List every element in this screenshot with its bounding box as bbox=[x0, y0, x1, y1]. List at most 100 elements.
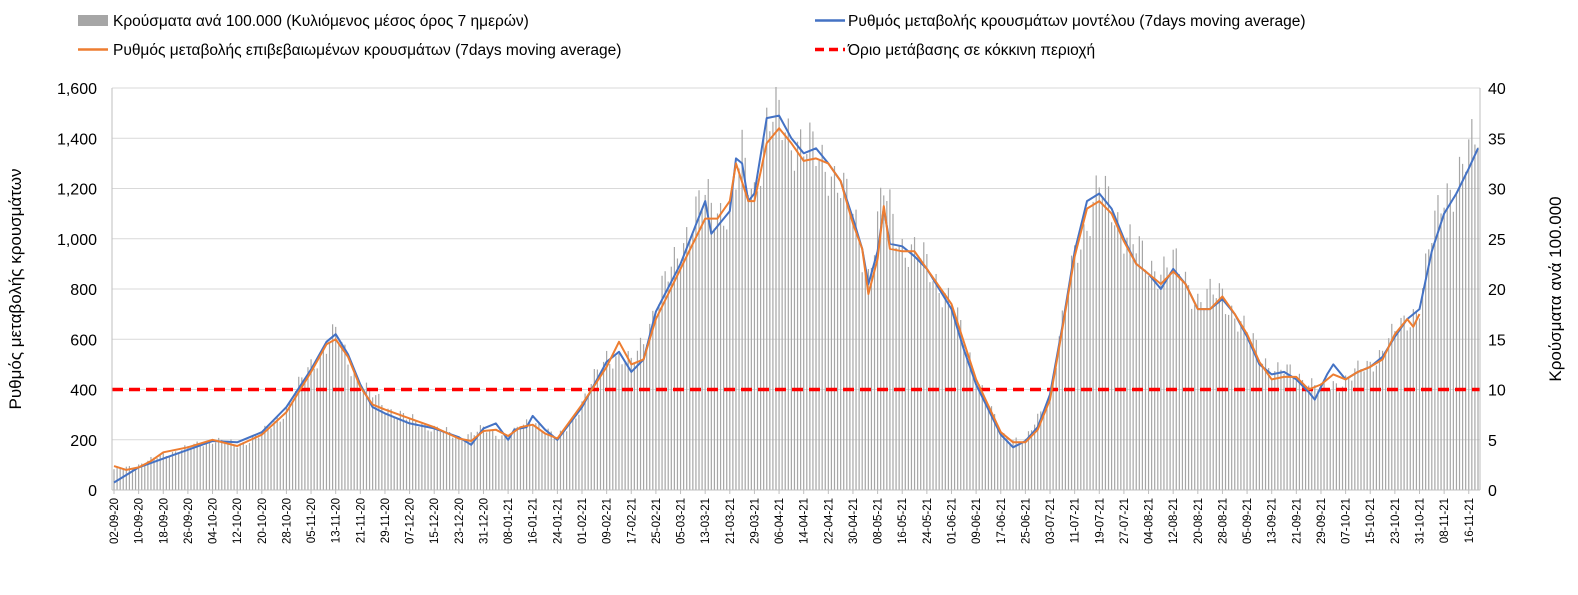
bar bbox=[1234, 318, 1236, 490]
bar bbox=[513, 427, 515, 490]
bar bbox=[880, 187, 882, 491]
bar bbox=[372, 397, 374, 490]
bar bbox=[273, 421, 275, 490]
bar bbox=[519, 429, 522, 490]
bar bbox=[769, 131, 771, 491]
bar bbox=[864, 269, 866, 490]
bar bbox=[1280, 369, 1282, 490]
bar bbox=[800, 129, 802, 490]
bar bbox=[781, 140, 783, 491]
bar bbox=[1046, 404, 1048, 490]
x-tick-label: 11-07-21 bbox=[1070, 498, 1082, 543]
bar bbox=[1308, 385, 1310, 490]
x-tick-label: 21-11-20 bbox=[355, 498, 367, 543]
bar bbox=[362, 390, 364, 490]
x-tick-label: 02-09-20 bbox=[109, 498, 121, 544]
bar bbox=[270, 428, 272, 490]
bar bbox=[230, 439, 232, 490]
y-tick-right: 40 bbox=[1488, 81, 1506, 98]
bar bbox=[171, 451, 174, 490]
bar bbox=[245, 445, 247, 490]
bar bbox=[683, 243, 685, 490]
x-tick-label: 23-10-21 bbox=[1390, 498, 1402, 544]
bar bbox=[473, 435, 475, 490]
bar bbox=[1218, 283, 1220, 490]
bar bbox=[972, 369, 974, 490]
bar bbox=[319, 352, 321, 490]
bar bbox=[969, 352, 971, 490]
bar bbox=[1228, 314, 1230, 490]
bar bbox=[1126, 237, 1128, 490]
x-tick-label: 31-12-20 bbox=[479, 498, 491, 544]
bar bbox=[227, 440, 229, 490]
bar bbox=[1154, 271, 1156, 490]
bar bbox=[978, 384, 980, 490]
bar bbox=[1474, 144, 1476, 490]
legend-label-confirmed: Ρυθμός μεταβολής επιβεβαιωμένων κρουσμάτ… bbox=[113, 42, 621, 59]
bar bbox=[606, 350, 608, 490]
bar bbox=[504, 434, 506, 490]
y-tick-left: 400 bbox=[70, 383, 97, 400]
bar bbox=[1255, 339, 1257, 490]
x-tick-label: 23-12-20 bbox=[454, 498, 466, 544]
bar bbox=[470, 432, 472, 490]
y-tick-left: 800 bbox=[70, 282, 97, 299]
bar bbox=[1144, 269, 1147, 490]
x-tick-label: 20-08-21 bbox=[1193, 498, 1205, 544]
bar bbox=[1375, 365, 1377, 490]
bar bbox=[756, 191, 759, 490]
bar bbox=[1191, 308, 1193, 490]
bar bbox=[1268, 368, 1270, 490]
bar bbox=[510, 435, 512, 490]
bar bbox=[1237, 331, 1239, 490]
x-tick-label: 26-09-20 bbox=[183, 498, 195, 544]
bar bbox=[729, 200, 731, 491]
bar bbox=[1194, 304, 1196, 490]
bar bbox=[1052, 380, 1054, 490]
y-tick-right: 0 bbox=[1488, 483, 1497, 500]
bar bbox=[621, 364, 623, 490]
bar bbox=[707, 179, 709, 490]
bar bbox=[984, 398, 986, 490]
bar bbox=[1098, 187, 1100, 490]
bar bbox=[344, 344, 346, 490]
bar bbox=[1283, 373, 1285, 490]
lines-group bbox=[113, 114, 1479, 484]
bar bbox=[1215, 298, 1217, 490]
bar bbox=[926, 254, 928, 490]
confirmed-line bbox=[113, 127, 1421, 471]
x-tick-label: 29-03-21 bbox=[749, 498, 761, 544]
bar bbox=[670, 266, 672, 490]
bar bbox=[1425, 253, 1427, 490]
bar bbox=[1187, 285, 1190, 490]
bar bbox=[134, 467, 137, 490]
x-tick-label: 28-08-21 bbox=[1217, 498, 1229, 544]
bar bbox=[384, 412, 386, 490]
bar bbox=[559, 430, 562, 490]
bar bbox=[1114, 225, 1116, 490]
bar bbox=[1070, 255, 1073, 490]
x-tick-label: 05-03-21 bbox=[676, 498, 688, 544]
bar bbox=[211, 443, 214, 490]
bar bbox=[636, 350, 639, 490]
y-tick-left: 0 bbox=[88, 483, 97, 500]
bar bbox=[1341, 386, 1344, 490]
bar bbox=[661, 275, 663, 490]
axes bbox=[111, 88, 1481, 491]
bar bbox=[1111, 222, 1113, 491]
bar bbox=[1074, 245, 1076, 490]
legend: Κρούσματα ανά 100.000 (Κυλιόμενος μέσος … bbox=[78, 13, 1306, 59]
bar bbox=[187, 446, 189, 490]
bar bbox=[507, 439, 509, 490]
bar bbox=[833, 166, 836, 491]
bar bbox=[550, 431, 552, 490]
bar bbox=[587, 393, 589, 490]
bar bbox=[138, 464, 140, 490]
bar bbox=[396, 417, 398, 490]
bar bbox=[1372, 371, 1374, 490]
bar bbox=[288, 402, 291, 490]
y-tick-right: 15 bbox=[1488, 332, 1506, 349]
x-tick-label: 08-11-21 bbox=[1439, 498, 1451, 543]
bar bbox=[649, 323, 651, 490]
bar bbox=[596, 369, 598, 490]
